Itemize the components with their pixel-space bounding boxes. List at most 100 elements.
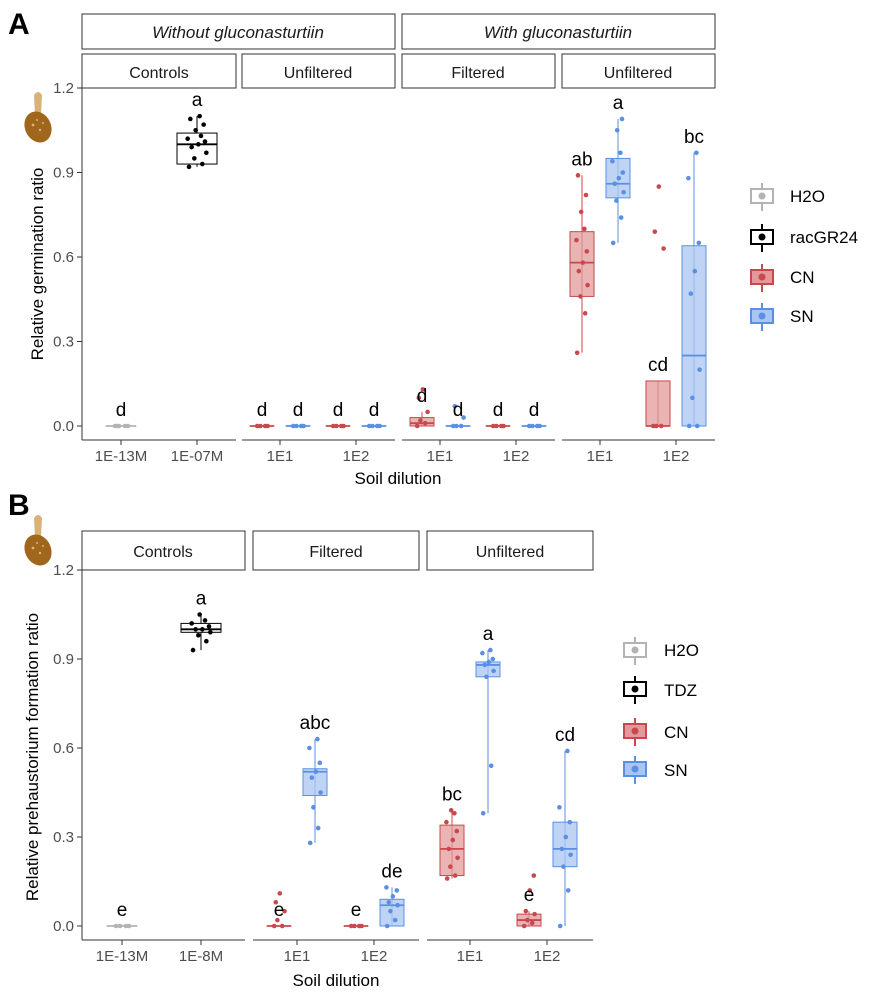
significance-letter: bc — [684, 127, 704, 148]
data-point-cn — [452, 810, 457, 816]
significance-letter: d — [417, 386, 428, 407]
legend-label: racGR24 — [790, 228, 858, 247]
x-axis-title: Soil dilution — [293, 971, 380, 990]
seed-icon — [24, 515, 52, 566]
significance-letter: a — [192, 90, 203, 111]
data-point-racgr24 — [192, 156, 197, 161]
x-axis-title: Soil dilution — [355, 469, 442, 488]
facet-strip-label: Controls — [133, 544, 193, 561]
data-point-sn — [386, 899, 392, 905]
panel-b-frame: Controls Filtered Unfiltered 0.0 0.3 0.6… — [23, 530, 594, 990]
data-point-cn — [532, 911, 537, 917]
data-point-cn — [448, 808, 454, 813]
data-point-sn — [480, 810, 486, 816]
x-tick-label: 1E1 — [284, 948, 311, 965]
facet-strip-label: Unfiltered — [284, 65, 352, 82]
data-point-sn — [395, 902, 400, 908]
data-point-racgr24 — [188, 116, 193, 122]
data-point-cn — [583, 192, 589, 198]
data-point-cn — [254, 423, 260, 429]
data-point-sn — [294, 423, 299, 429]
data-point-cn — [330, 423, 336, 429]
data-point-tdz — [202, 618, 208, 623]
data-point-cn — [425, 409, 430, 415]
box-sn — [302, 768, 328, 796]
significance-letter: e — [524, 885, 535, 906]
data-point-cn — [584, 249, 590, 254]
significance-letter: cd — [648, 355, 668, 376]
data-point-h2o — [117, 923, 123, 929]
legend-key-h2o — [758, 192, 766, 200]
y-tick-label: 0.6 — [53, 740, 74, 757]
data-point-sn — [482, 662, 488, 668]
data-point-cn — [359, 923, 364, 929]
data-point-sn — [317, 760, 323, 766]
data-point-cn — [582, 311, 588, 316]
y-tick-label: 0.0 — [53, 918, 74, 935]
data-point-tdz — [190, 647, 196, 653]
significance-letter: a — [483, 624, 494, 645]
top-strip-without-label: Without gluconasturtiin — [152, 23, 324, 42]
data-point-tdz — [193, 627, 198, 632]
legend-key-tdz — [631, 685, 639, 693]
data-point-sn — [565, 888, 571, 893]
data-point-racgr24 — [193, 127, 198, 133]
data-point-sn — [290, 423, 296, 429]
top-strip-with — [401, 13, 716, 50]
significance-letter: d — [453, 400, 464, 421]
x-tick-label: 1E1 — [457, 948, 484, 965]
x-tick-label: 1E1 — [427, 448, 454, 465]
data-point-sn — [486, 659, 492, 665]
data-point-racgr24 — [189, 144, 194, 150]
facet-strip-label: Filtered — [309, 544, 362, 561]
data-point-cn — [661, 246, 666, 251]
data-point-cn — [450, 837, 456, 843]
x-tick-label: 1E-13M — [96, 948, 149, 965]
legend-key-cn — [758, 273, 766, 281]
data-point-racgr24 — [197, 113, 202, 119]
y-tick-label: 0.3 — [53, 334, 74, 351]
data-point-cn — [352, 923, 357, 929]
data-point-sn — [610, 240, 616, 246]
significance-letter: abc — [300, 713, 331, 734]
data-point-cn — [652, 229, 658, 234]
data-point-cn — [422, 420, 428, 426]
data-point-cn — [650, 423, 656, 429]
significance-letter: d — [116, 400, 127, 421]
x-tick-label: 1E2 — [663, 448, 690, 465]
data-point-sn — [563, 834, 569, 840]
data-point-sn — [484, 674, 489, 680]
y-tick-label: 0.0 — [53, 418, 74, 435]
data-point-sn — [568, 852, 573, 858]
data-point-tdz — [197, 612, 202, 617]
data-point-sn — [610, 158, 615, 164]
data-point-cn — [277, 891, 283, 896]
data-point-cn — [578, 294, 583, 299]
data-point-cn — [348, 923, 354, 929]
legend-label: SN — [664, 761, 688, 780]
y-axis-title: Relative prehaustorium formation ratio — [23, 613, 42, 901]
data-point-cn — [282, 908, 287, 914]
data-point-sn — [394, 888, 400, 893]
facet-strip — [81, 530, 246, 571]
panel-b-label: B — [8, 489, 30, 522]
data-point-sn — [692, 268, 698, 274]
data-point-sn — [537, 423, 542, 429]
data-point-racgr24 — [198, 133, 204, 139]
data-point-sn — [694, 423, 700, 429]
data-point-tdz — [200, 627, 205, 632]
box-sn — [552, 821, 578, 868]
data-point-sn — [370, 423, 375, 429]
data-point-h2o — [125, 423, 131, 429]
data-point-sn — [694, 150, 699, 156]
data-point-cn — [271, 923, 277, 929]
data-point-cn — [658, 423, 664, 429]
data-point-sn — [309, 775, 315, 780]
data-point-sn — [614, 198, 619, 203]
data-point-cn — [273, 899, 279, 905]
significance-letter: e — [274, 900, 285, 921]
panel-a-marks: d a d d d d d d d d ab a cd bc — [105, 90, 707, 429]
significance-letter: cd — [555, 725, 575, 746]
facet-strip-label: Filtered — [451, 65, 504, 82]
